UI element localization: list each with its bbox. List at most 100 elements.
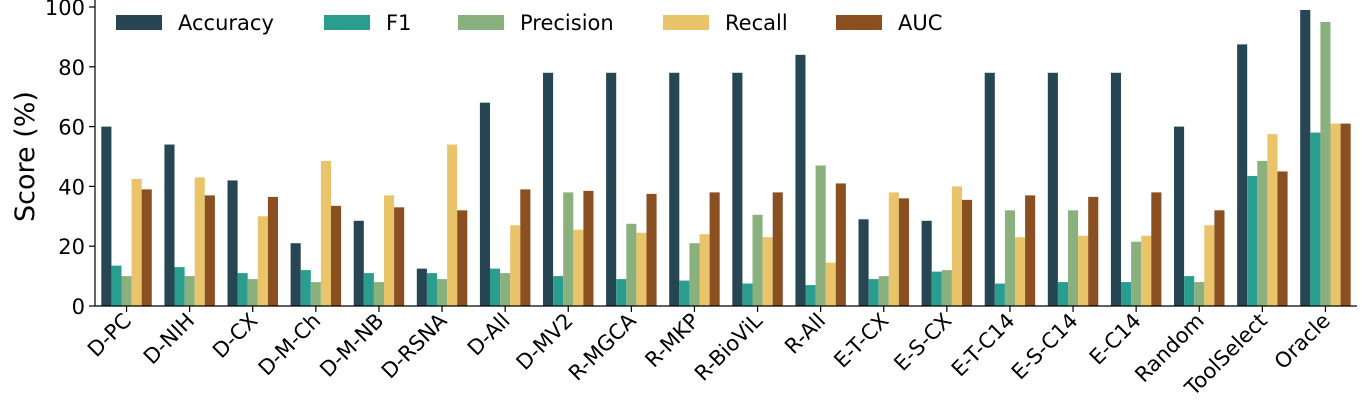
x-tick-label: D-RSNA <box>377 308 452 383</box>
legend-label-f1: F1 <box>386 11 411 35</box>
legend-label-auc: AUC <box>898 11 942 35</box>
bar-precision-r-mgca <box>626 223 637 306</box>
bar-auc-random <box>1214 210 1225 306</box>
x-tick-label: E-T-CX <box>829 309 893 373</box>
legend-label-accuracy: Accuracy <box>178 11 274 35</box>
bar-accuracy-e-s-c14 <box>1047 72 1058 306</box>
bar-precision-r-biovil <box>752 214 763 306</box>
x-tick-label: D-All <box>463 309 515 361</box>
bar-f1-r-all <box>805 285 816 306</box>
x-tick-label: R-MGCA <box>564 308 641 385</box>
y-tick-label: 60 <box>58 116 85 140</box>
bar-recall-e-t-c14 <box>1015 237 1026 306</box>
bar-accuracy-r-mkp <box>669 72 680 306</box>
bar-precision-r-all <box>815 165 826 306</box>
bar-precision-e-s-cx <box>941 270 952 306</box>
bar-f1-d-all <box>490 268 501 307</box>
x-tick-label: D-PC <box>83 309 136 362</box>
bar-f1-r-biovil <box>742 283 753 306</box>
bar-f1-d-mv2 <box>553 276 564 306</box>
bar-f1-e-t-c14 <box>994 283 1005 306</box>
bar-f1-r-mgca <box>616 279 627 306</box>
bar-precision-r-mkp <box>689 243 700 306</box>
bar-accuracy-r-mgca <box>606 72 617 306</box>
bar-auc-e-s-c14 <box>1088 196 1099 306</box>
bar-auc-d-nih <box>204 195 215 306</box>
bar-precision-oracle <box>1320 21 1331 306</box>
bar-f1-d-nih <box>174 267 185 306</box>
bar-f1-e-t-cx <box>868 279 879 306</box>
bar-precision-d-m-nb <box>373 282 384 306</box>
legend-swatch-recall <box>663 15 709 30</box>
bar-accuracy-e-c14 <box>1110 72 1122 306</box>
legend-swatch-precision <box>458 15 504 30</box>
bar-precision-e-c14 <box>1131 241 1142 306</box>
x-tick-label: Oracle <box>1270 309 1335 374</box>
bar-recall-d-m-nb <box>384 195 395 306</box>
legend-label-recall: Recall <box>725 11 788 35</box>
bar-auc-d-pc <box>141 189 152 306</box>
bar-auc-oracle <box>1340 123 1351 306</box>
bar-auc-d-all <box>520 189 531 306</box>
bar-f1-e-s-cx <box>931 271 942 306</box>
bar-precision-d-mv2 <box>563 192 574 306</box>
bar-auc-r-all <box>835 183 846 306</box>
bar-accuracy-d-all <box>479 102 491 307</box>
axes-layer <box>94 0 1357 307</box>
bar-accuracy-e-t-cx <box>858 219 869 306</box>
legend-swatch-f1 <box>324 15 370 30</box>
bar-auc-e-c14 <box>1151 192 1162 306</box>
bar-auc-d-cx <box>267 196 278 306</box>
bar-precision-e-t-c14 <box>1004 210 1015 306</box>
bar-recall-r-biovil <box>762 237 773 306</box>
bar-f1-d-m-nb <box>363 273 374 306</box>
bar-precision-d-rsna <box>437 279 448 306</box>
bar-auc-d-m-ch <box>330 205 342 306</box>
bar-accuracy-e-s-cx <box>921 220 932 306</box>
y-tick-label: 20 <box>58 235 85 259</box>
bar-recall-toolselect <box>1267 134 1278 306</box>
bar-recall-e-s-cx <box>951 186 962 306</box>
bar-accuracy-e-t-c14 <box>984 72 995 306</box>
x-tick-label: D-M-NB <box>315 309 388 382</box>
bar-recall-d-rsna <box>447 144 458 306</box>
bar-recall-r-all <box>825 262 836 306</box>
legend-label-precision: Precision <box>520 11 614 35</box>
bar-auc-d-m-nb <box>394 207 405 306</box>
y-axis-title: Score (%) <box>10 91 41 222</box>
legend-swatch-accuracy <box>116 15 162 30</box>
x-tick-label: D-NIH <box>139 309 199 369</box>
bar-auc-toolselect <box>1277 171 1288 306</box>
bar-auc-d-mv2 <box>583 190 594 306</box>
bar-auc-e-t-c14 <box>1025 195 1036 306</box>
bar-auc-d-rsna <box>457 210 468 306</box>
bar-precision-e-t-cx <box>878 276 889 306</box>
bar-precision-d-cx <box>247 279 258 306</box>
bar-f1-d-pc <box>111 265 122 306</box>
bar-accuracy-r-biovil <box>732 72 743 306</box>
bar-accuracy-d-m-nb <box>353 220 364 306</box>
x-tick-label: D-M-Ch <box>254 309 326 381</box>
bar-precision-d-all <box>500 273 511 306</box>
y-tick-label: 40 <box>58 175 85 199</box>
bar-precision-toolselect <box>1257 160 1268 306</box>
x-tick-label: R-MKP <box>640 309 704 373</box>
bar-accuracy-r-all <box>795 54 806 307</box>
bar-recall-e-c14 <box>1141 235 1152 306</box>
x-tick-label: R-BioViL <box>690 308 767 385</box>
bar-accuracy-d-mv2 <box>543 72 554 306</box>
bar-accuracy-d-nih <box>164 144 175 306</box>
bar-precision-d-pc <box>121 276 132 306</box>
bar-f1-oracle <box>1310 132 1321 306</box>
bar-precision-e-s-c14 <box>1068 210 1079 306</box>
bars-layer <box>101 9 1351 307</box>
bar-f1-d-m-ch <box>300 270 311 306</box>
bar-accuracy-d-cx <box>227 180 238 306</box>
legend-swatch-auc <box>836 15 882 30</box>
bar-accuracy-d-m-ch <box>290 243 301 306</box>
x-tick-label: D-CX <box>208 309 262 363</box>
bar-recall-r-mgca <box>636 232 647 306</box>
bar-auc-e-s-cx <box>961 199 973 306</box>
bar-recall-random <box>1204 225 1215 306</box>
